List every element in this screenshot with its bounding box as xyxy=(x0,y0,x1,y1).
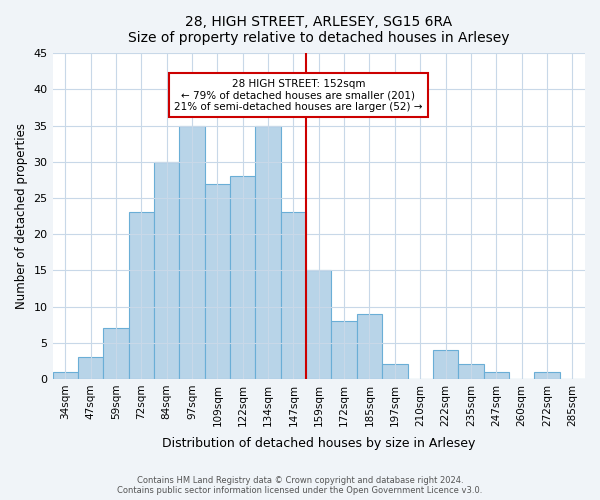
Text: 28 HIGH STREET: 152sqm
← 79% of detached houses are smaller (201)
21% of semi-de: 28 HIGH STREET: 152sqm ← 79% of detached… xyxy=(174,78,423,112)
Bar xyxy=(382,364,407,379)
Bar xyxy=(484,372,509,379)
Bar xyxy=(179,126,205,379)
Bar xyxy=(128,212,154,379)
Bar xyxy=(53,372,78,379)
X-axis label: Distribution of detached houses by size in Arlesey: Distribution of detached houses by size … xyxy=(162,437,475,450)
Bar xyxy=(154,162,179,379)
Bar xyxy=(205,184,230,379)
Y-axis label: Number of detached properties: Number of detached properties xyxy=(15,123,28,309)
Bar xyxy=(78,357,103,379)
Bar xyxy=(230,176,256,379)
Bar xyxy=(306,270,331,379)
Bar xyxy=(534,372,560,379)
Text: Contains HM Land Registry data © Crown copyright and database right 2024.
Contai: Contains HM Land Registry data © Crown c… xyxy=(118,476,482,495)
Bar xyxy=(281,212,306,379)
Bar xyxy=(458,364,484,379)
Title: 28, HIGH STREET, ARLESEY, SG15 6RA
Size of property relative to detached houses : 28, HIGH STREET, ARLESEY, SG15 6RA Size … xyxy=(128,15,509,45)
Bar xyxy=(256,126,281,379)
Bar xyxy=(331,321,357,379)
Bar xyxy=(357,314,382,379)
Bar xyxy=(103,328,128,379)
Bar xyxy=(433,350,458,379)
